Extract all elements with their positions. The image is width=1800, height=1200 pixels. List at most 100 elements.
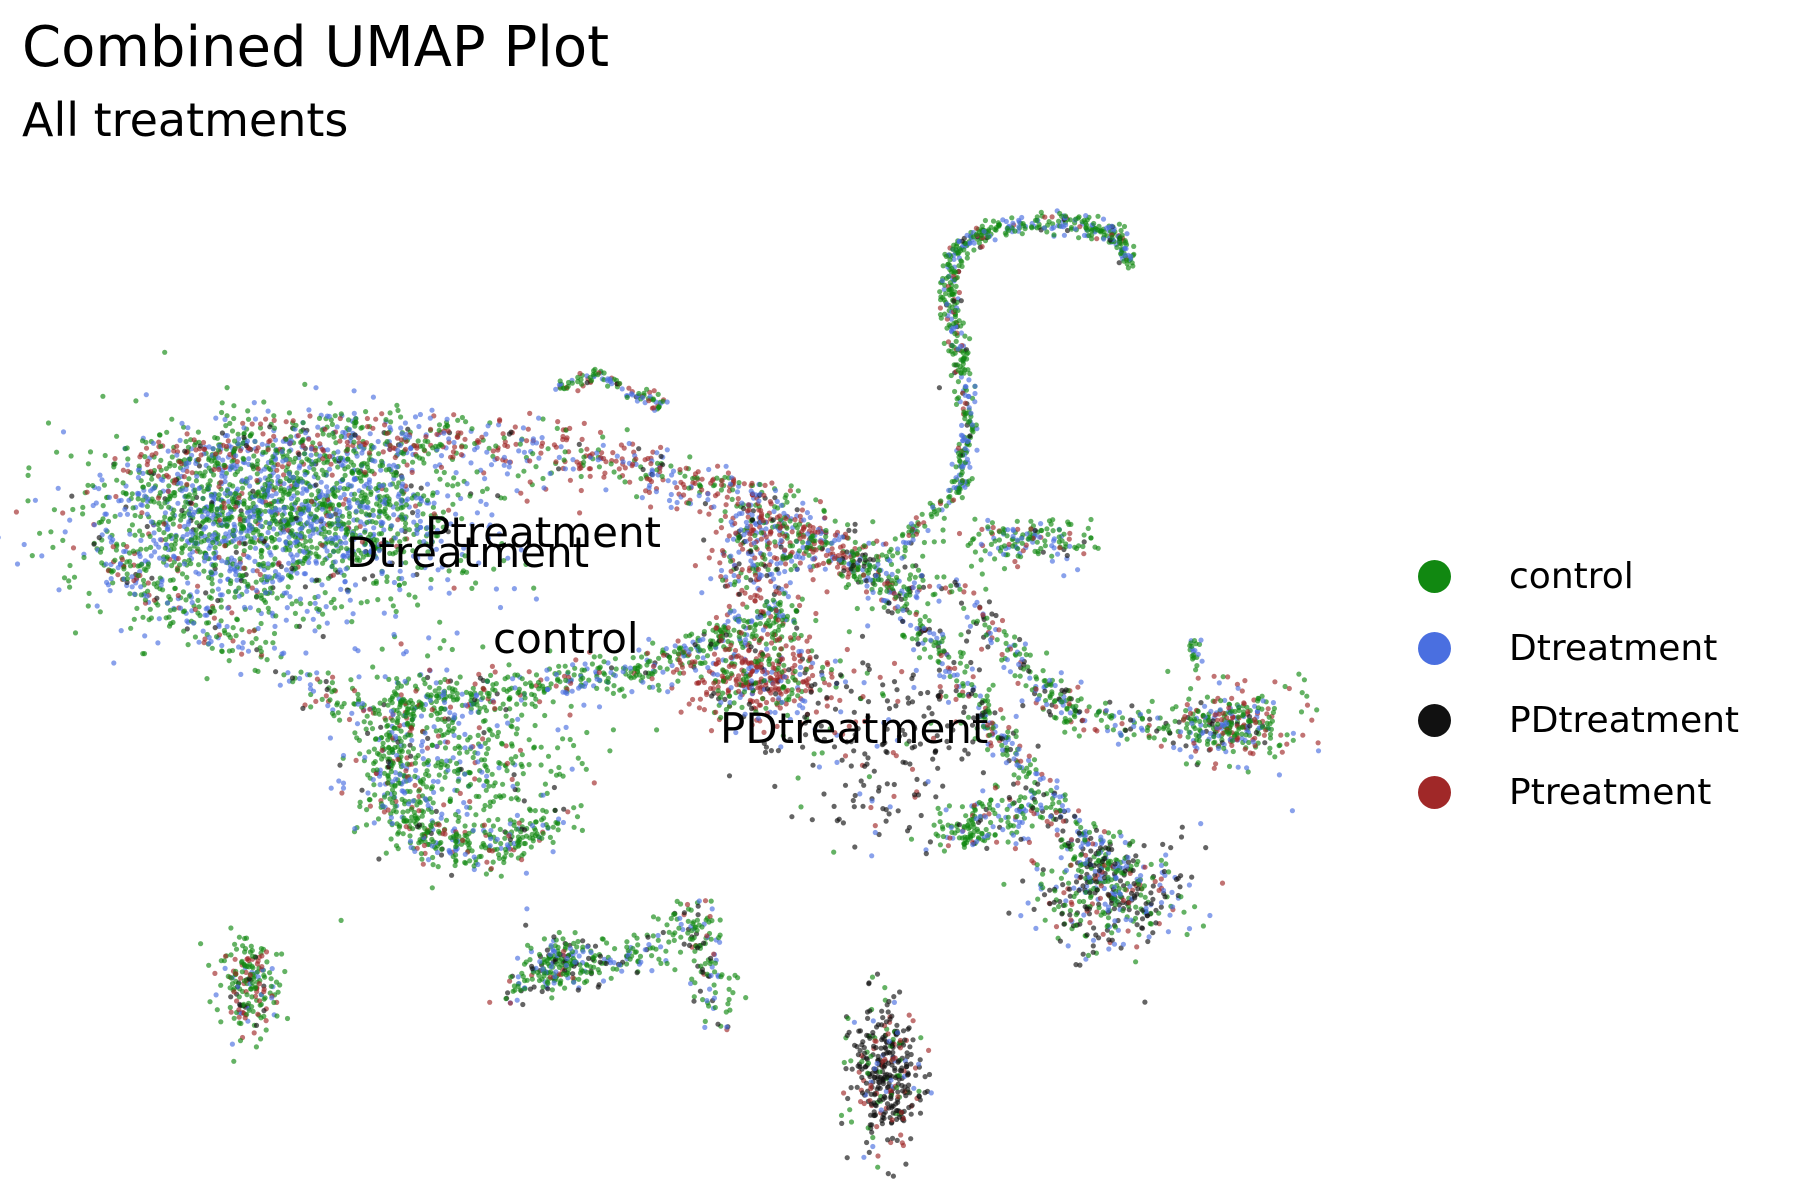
point [162,349,168,355]
point [351,462,357,468]
point [188,561,194,567]
point [715,463,721,469]
point [789,603,795,609]
point [415,508,421,515]
point [578,473,584,480]
point [501,462,507,468]
point [156,432,163,438]
point [297,463,303,469]
point [413,495,419,501]
point [101,482,107,488]
point [480,644,486,650]
point [272,545,278,551]
point [400,763,406,769]
point [281,487,287,493]
point [377,700,383,706]
point [567,712,573,718]
point [331,434,337,440]
point [355,467,361,473]
point [332,605,338,611]
point [340,521,346,527]
point [437,476,443,482]
point [195,583,201,589]
point [231,415,237,422]
point [597,429,604,435]
point [301,534,307,540]
point [826,558,832,564]
point [481,842,487,848]
point [516,689,522,695]
point [380,740,386,746]
point [460,837,466,844]
point [189,470,195,476]
point [219,648,225,654]
point [273,447,279,453]
point [548,681,554,687]
point [544,676,550,682]
point [97,609,103,615]
point [279,449,285,455]
point [91,522,98,528]
point [415,602,421,608]
point [349,710,355,716]
point [408,446,414,452]
point [225,589,232,595]
point [398,738,404,744]
point [112,461,118,467]
point [444,416,450,422]
point [265,477,271,483]
point [244,438,250,444]
point [293,515,299,522]
point [25,498,31,504]
point [337,717,343,723]
point [635,662,641,669]
point [434,743,440,749]
point [247,544,253,551]
point [335,548,341,554]
point [373,580,379,586]
point [455,481,461,487]
point [697,696,704,702]
point [184,618,190,624]
point [421,676,427,683]
point [196,457,202,463]
point [531,744,538,750]
point [276,537,282,543]
point [424,481,431,487]
point [262,599,269,606]
point [480,695,486,701]
point [571,824,577,830]
point [166,614,172,620]
point [392,733,399,740]
point [339,604,345,610]
point [457,674,463,680]
point [118,628,124,634]
point [459,414,465,421]
point [556,663,562,669]
point [168,493,174,499]
point [210,605,216,611]
point [258,535,264,542]
point [473,580,479,586]
point [396,829,402,835]
point [370,573,376,579]
point [435,733,441,739]
point [298,601,304,607]
point [412,782,418,788]
point [357,751,363,757]
point [401,778,407,785]
point [296,451,302,457]
point [337,567,343,573]
point [656,655,662,661]
point [758,507,764,514]
point [560,736,566,742]
point [431,500,437,506]
point [196,523,203,529]
point [133,398,139,404]
point [100,503,106,509]
point [490,823,496,829]
point [223,559,229,566]
point [674,499,680,506]
point [210,539,216,546]
point [270,579,276,585]
